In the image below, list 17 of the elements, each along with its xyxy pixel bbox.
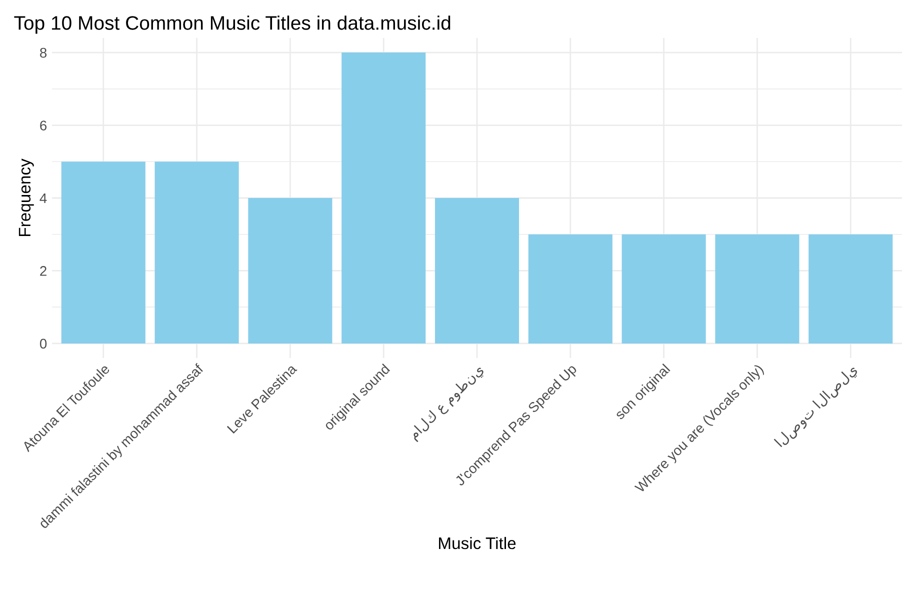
y-axis-title: Frequency [18,158,34,236]
bar [342,52,426,344]
x-axis-title: Music Title [439,536,516,550]
bar [154,162,239,344]
bar [808,234,893,344]
y-tick-label: 8 [40,48,47,58]
bar [434,198,520,344]
y-tick-label: 4 [40,193,47,204]
y-tick-label: 6 [40,120,47,130]
bar [528,234,612,344]
bar [622,234,706,344]
bar [61,162,146,344]
y-tick-label: 0 [40,338,47,349]
y-tick-label: 2 [40,266,46,276]
chart-title: Top 10 Most Common Music Titles in data.music.id [14,16,450,34]
bar [248,198,332,344]
bar [715,234,800,344]
